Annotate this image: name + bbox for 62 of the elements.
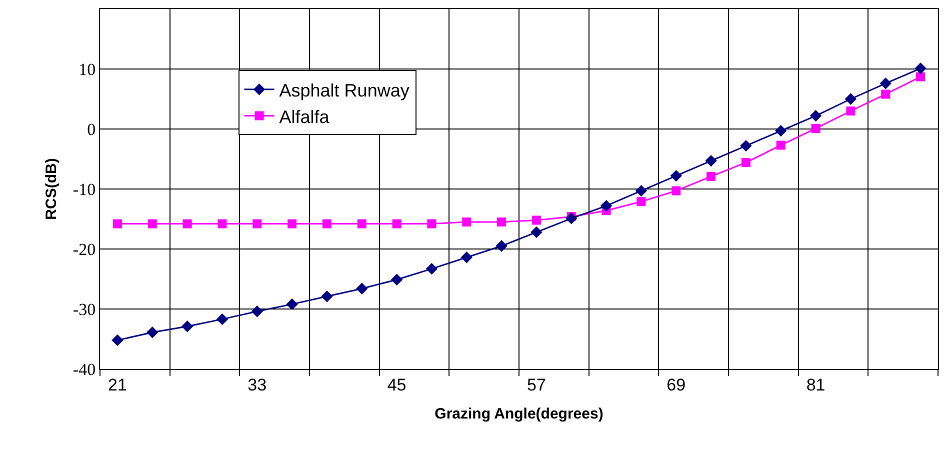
point (706, 172, 716, 181)
point (288, 219, 297, 228)
point (497, 218, 506, 226)
point (914, 62, 926, 74)
point (321, 290, 333, 302)
point (530, 226, 542, 238)
legend-label: Asphalt Runway (279, 80, 410, 100)
point (427, 219, 436, 228)
y-tick-label: -30 (72, 300, 96, 319)
point (670, 170, 682, 182)
point (880, 78, 892, 90)
y-tick-label: -40 (72, 360, 96, 379)
point (460, 252, 472, 264)
point (181, 320, 194, 332)
point (635, 184, 648, 197)
point (322, 219, 332, 228)
point (462, 218, 472, 226)
point (810, 110, 822, 122)
x-tick-label: 21 (108, 375, 127, 394)
point (112, 334, 124, 346)
point (844, 93, 857, 105)
point (600, 200, 612, 212)
point (636, 197, 646, 206)
point (251, 306, 263, 318)
point (776, 140, 786, 150)
point (881, 90, 890, 99)
point (426, 262, 438, 275)
point (566, 212, 578, 224)
y-tick-label: -20 (72, 240, 96, 259)
point (216, 313, 228, 326)
y-tick-label: 10 (78, 60, 96, 79)
x-tick-label: 57 (527, 375, 546, 394)
point (916, 72, 926, 82)
point (146, 326, 158, 338)
y-axis-title: RCS(dB) (43, 158, 60, 220)
point (846, 106, 856, 116)
point (811, 124, 820, 133)
x-tick-label: 69 (666, 375, 686, 394)
point (392, 219, 402, 228)
point (741, 158, 750, 168)
point (182, 219, 192, 228)
x-tick-label: 45 (387, 375, 406, 394)
point (252, 219, 262, 228)
point (286, 298, 298, 310)
point (112, 219, 122, 228)
legend-label: Alfalfa (279, 106, 330, 127)
point (705, 154, 717, 167)
point (148, 219, 157, 228)
x-tick-label: 81 (806, 375, 826, 394)
y-tick-label: -10 (72, 180, 96, 199)
x-axis-title: Grazing Angle(degrees) (434, 405, 604, 422)
y-tick-label: 0 (87, 120, 96, 139)
point (357, 219, 366, 228)
point (496, 240, 508, 252)
point (532, 216, 541, 225)
x-tick-label: 33 (248, 375, 267, 394)
point (775, 124, 787, 137)
point (390, 274, 403, 286)
point (740, 140, 752, 152)
point (672, 186, 681, 196)
point (218, 219, 227, 228)
point (356, 282, 368, 294)
